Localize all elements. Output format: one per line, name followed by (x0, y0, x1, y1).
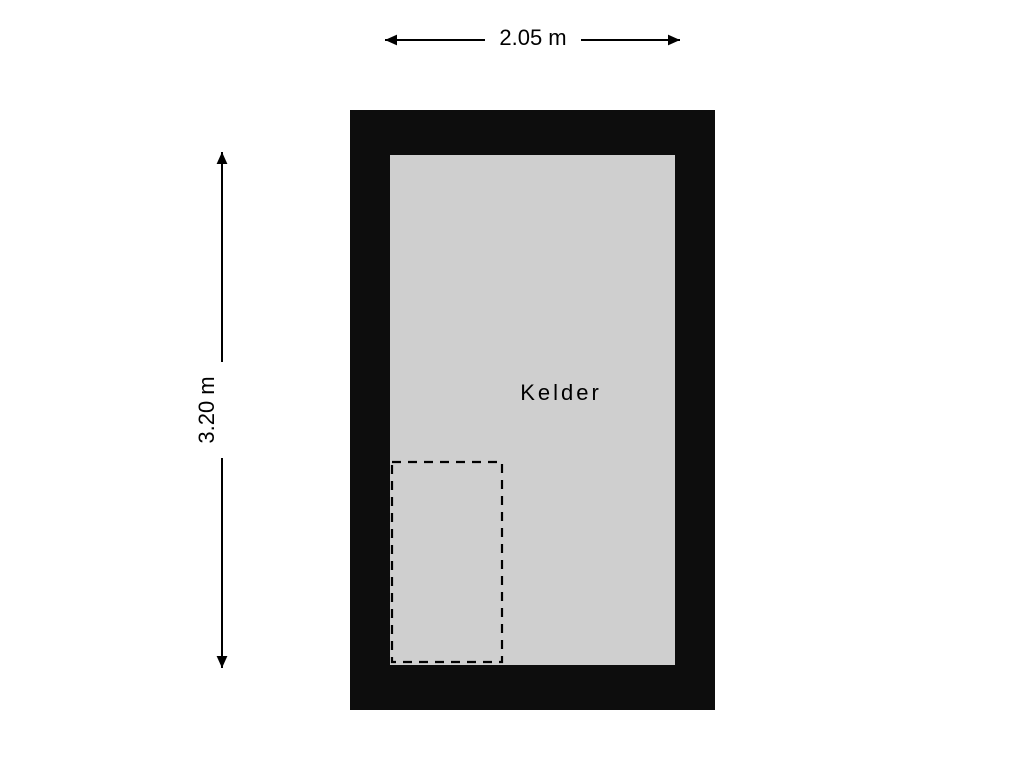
dimension-width-label: 2.05 m (499, 25, 566, 50)
floorplan-diagram: Kelder 2.05 m 3.20 m (0, 0, 1024, 768)
dimension-height-label: 3.20 m (194, 376, 219, 443)
room-label: Kelder (520, 380, 602, 405)
room-floor (390, 155, 675, 665)
